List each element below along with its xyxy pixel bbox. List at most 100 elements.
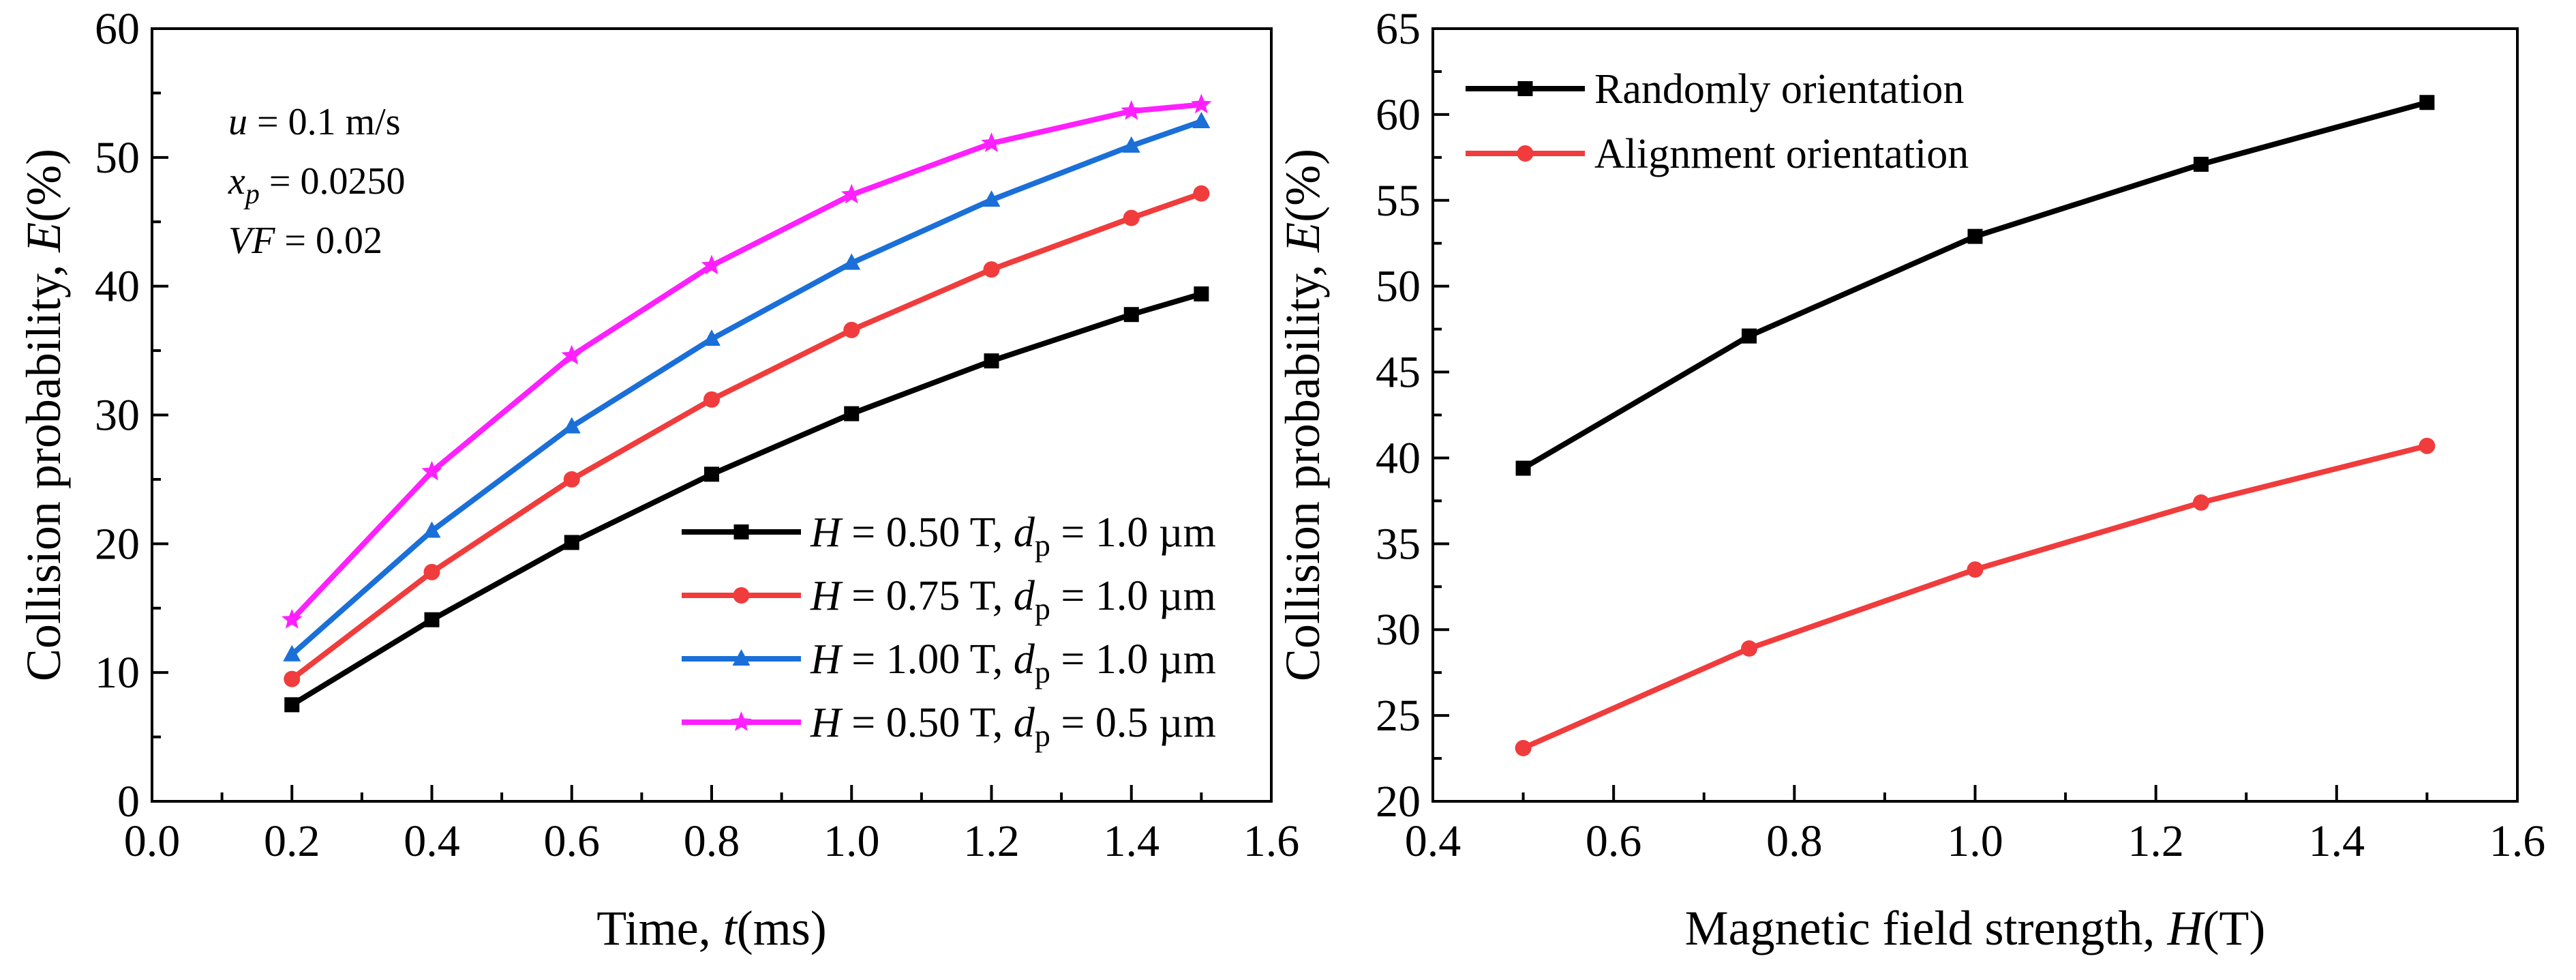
series-3-point <box>843 253 861 270</box>
legend-1-label: H = 0.50 T, dp = 1.0 µm <box>810 509 1216 563</box>
series-2-point <box>423 563 440 580</box>
series-1-point <box>984 353 999 369</box>
series-1-line <box>290 291 1202 707</box>
y-axis-title: Collision probability, E(%) <box>16 149 71 681</box>
series-2-point <box>983 261 1000 278</box>
x-tick-label-1_2: 1.2 <box>2127 816 2184 866</box>
series-1-point <box>564 535 579 550</box>
y-tick-label-60: 60 <box>95 4 140 54</box>
x-tick-label-0_8: 0.8 <box>1766 816 1823 866</box>
series-3-point <box>703 329 721 346</box>
series-3-point <box>423 521 441 538</box>
series-2-point <box>2419 437 2436 454</box>
series-1-point <box>1742 328 1757 344</box>
x-tick-label-1_6: 1.6 <box>2489 816 2546 866</box>
series-2 <box>1515 437 2436 756</box>
right-chart: 0.4 0.6 0.8 1.0 1.2 1.4 1.6 20 25 30 35 40 45 50 55 60 6… <box>1275 4 2545 955</box>
x-tick-label-0_4: 0.4 <box>404 816 460 866</box>
y-tick-label-0: 0 <box>117 777 140 827</box>
series-1-point <box>2193 156 2209 172</box>
x-tick-label-1_6: 1.6 <box>1243 816 1300 866</box>
series-2-point <box>1741 640 1758 657</box>
series-4-point <box>701 254 723 275</box>
series-1-point <box>1123 307 1139 323</box>
y-tick-label-25: 25 <box>1376 691 1421 741</box>
legend: H = 0.50 T, dp = 1.0 µm H = 0.75 T, dp = … <box>682 509 1216 753</box>
annotation-line-1: u = 0.1 m/s <box>228 101 401 143</box>
legend-1-marker <box>1517 81 1533 96</box>
series-2-point <box>1515 739 1532 756</box>
x-tick-label-1_4: 1.4 <box>2309 816 2365 866</box>
series-1-point <box>424 612 440 627</box>
legend-2-marker <box>1517 145 1534 162</box>
left-chart: 0.0 0.2 0.4 0.6 0.8 1.0 1.2 1.4 1.6 0 10 20 30 40 50 60… <box>16 4 1299 955</box>
series-3-point <box>283 644 301 662</box>
y-tick-label-20: 20 <box>1376 777 1421 827</box>
y-tick-label-60: 60 <box>1376 90 1421 140</box>
y-tick-label-50: 50 <box>95 133 140 183</box>
annotation-line-3: VF = 0.02 <box>228 220 382 262</box>
y-tick-label-40: 40 <box>95 262 140 312</box>
x-tick-label-1: 1.0 <box>1947 816 2003 866</box>
series-1-point <box>844 406 860 421</box>
series-2-point <box>2192 494 2209 511</box>
annotation: u = 0.1 m/s xp = 0.0250 VF = 0.02 <box>228 101 405 262</box>
series-4 <box>282 93 1212 629</box>
series-2-point <box>843 321 860 338</box>
series-1-point <box>1967 228 1983 244</box>
series-1 <box>284 286 1209 713</box>
series-1 <box>1515 95 2435 476</box>
series-4-point <box>1191 93 1212 114</box>
series-2-point <box>1193 185 1210 202</box>
y-tick-label-45: 45 <box>1376 348 1421 398</box>
x-axis-title: Time, t(ms) <box>596 901 826 955</box>
y-tick-label-30: 30 <box>1376 605 1421 655</box>
legend-1-label: Randomly orientation <box>1594 66 1964 113</box>
series-2 <box>284 185 1210 687</box>
x-axis-title: Magnetic field strength, H(T) <box>1685 901 2266 955</box>
series-3-point <box>1192 111 1211 128</box>
series-1-point <box>284 697 300 713</box>
y-tick-label-20: 20 <box>95 519 140 569</box>
x-tick-label-0: 0.0 <box>124 816 181 866</box>
series-1-point <box>704 466 719 482</box>
x-tick-label-1_4: 1.4 <box>1104 816 1160 866</box>
legend-2-marker <box>733 587 750 604</box>
series-3 <box>283 111 1211 662</box>
y-tick-label-10: 10 <box>95 648 140 698</box>
y-tick-label-50: 50 <box>1376 262 1421 312</box>
series-3-point <box>1122 136 1140 153</box>
series-3-line <box>290 119 1202 657</box>
x-tick-label-0_8: 0.8 <box>684 816 740 866</box>
series-3-point <box>982 190 1001 207</box>
y-tick-label-40: 40 <box>1376 433 1421 483</box>
series-4-point <box>841 183 862 204</box>
series-4-point <box>282 608 303 629</box>
series-1-point <box>2419 95 2435 110</box>
series-2-point <box>703 391 720 408</box>
y-tick-label-55: 55 <box>1376 176 1421 226</box>
series-2-point <box>284 670 301 687</box>
legend-2-label: H = 0.75 T, dp = 1.0 µm <box>810 573 1216 626</box>
series-4-point <box>421 460 442 481</box>
series-4-line <box>290 102 1202 622</box>
series-2-point <box>1123 209 1140 226</box>
y-axis-title: Collision probability, E(%) <box>1275 149 1330 681</box>
y-tick-label-35: 35 <box>1376 519 1421 569</box>
series-2-line <box>290 190 1202 681</box>
series-4-point <box>561 344 582 365</box>
series-4-point <box>981 132 1002 152</box>
x-tick-label-0_2: 0.2 <box>264 816 320 866</box>
legend-1-marker <box>733 524 749 539</box>
annotation-line-2: xp = 0.0250 <box>228 160 405 210</box>
series-1-point <box>1515 460 1531 476</box>
legend-3-marker <box>732 649 751 666</box>
x-tick-label-1_2: 1.2 <box>963 816 1020 866</box>
legend-4-label: H = 0.50 T, dp = 0.5 µm <box>810 700 1216 753</box>
x-tick-label-0_6: 0.6 <box>1586 816 1642 866</box>
series-2-line <box>1521 443 2428 751</box>
legend-4-marker <box>731 711 752 731</box>
series-2-point <box>1967 561 1984 578</box>
x-tick-label-0_4: 0.4 <box>1405 816 1461 866</box>
